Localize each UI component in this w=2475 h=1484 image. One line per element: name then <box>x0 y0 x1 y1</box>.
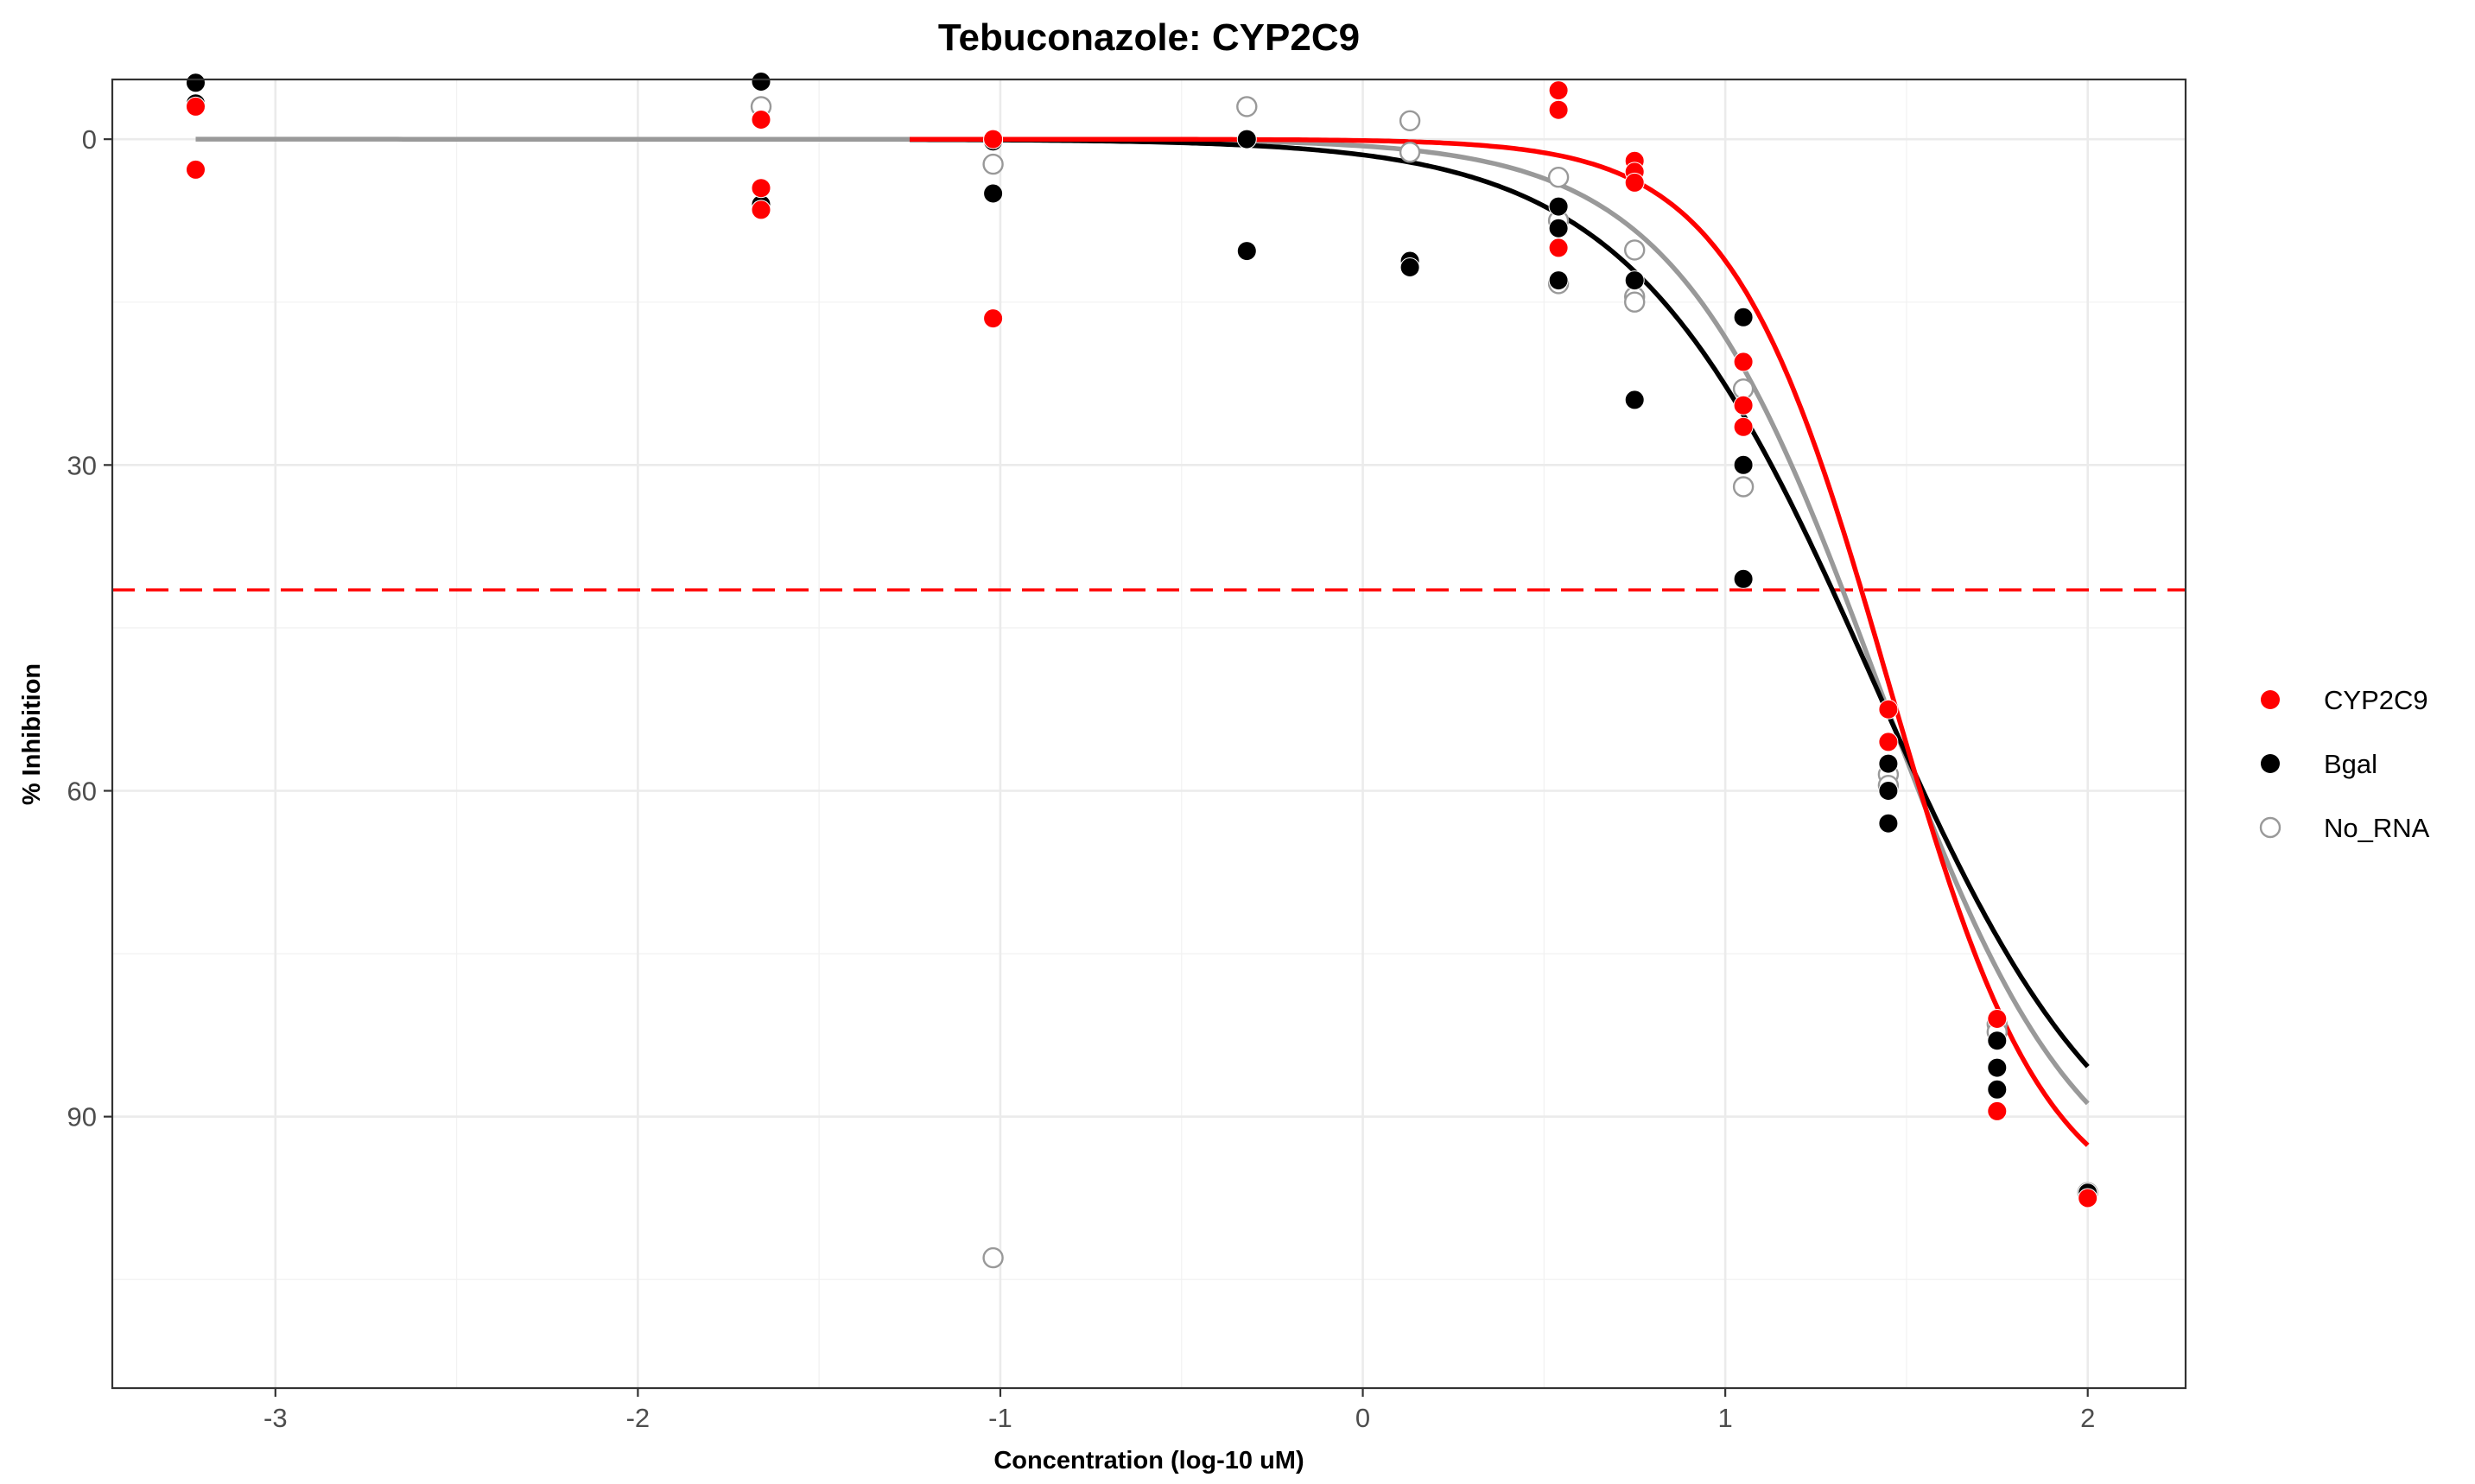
y-axis-title: % Inhibition <box>18 663 46 805</box>
bgal-point <box>1987 1057 2008 1078</box>
legend-item-no_rna: No_RNA <box>2259 813 2430 843</box>
bgal-point <box>983 183 1004 204</box>
legend-item-cyp2c9: CYP2C9 <box>2261 685 2428 715</box>
cyp2c9-point <box>1987 1009 2008 1029</box>
cyp2c9-point <box>2078 1188 2098 1208</box>
cyp2c9-point <box>1878 699 1899 720</box>
legend-key <box>2261 754 2280 773</box>
bgal-point <box>1236 241 1257 262</box>
cyp2c9-point <box>1548 80 1569 101</box>
plot-area <box>112 72 2186 1269</box>
bgal-point <box>1733 568 1754 589</box>
cyp2c9-point <box>1733 395 1754 415</box>
grid <box>112 79 2186 1388</box>
no_rna-point <box>1547 166 1570 188</box>
cyp2c9-point <box>983 308 1004 329</box>
panel-border <box>111 78 2187 1390</box>
no_rna-point <box>982 153 1004 175</box>
bgal-point <box>1624 390 1645 410</box>
y-tick-label: 60 <box>67 777 97 807</box>
legend-label: No_RNA <box>2324 813 2430 843</box>
no_rna-point <box>1623 291 1646 313</box>
x-tick-label: 1 <box>1718 1403 1733 1433</box>
cyp2c9-point <box>983 129 1004 149</box>
x-tick-label: 0 <box>1355 1403 1370 1433</box>
no_rna-point <box>982 1246 1004 1269</box>
x-tick-label: -3 <box>263 1403 288 1433</box>
bgal-point <box>1878 753 1899 774</box>
bgal-point <box>186 73 206 93</box>
bgal-point <box>1236 129 1257 149</box>
chart-title: Tebuconazole: CYP2C9 <box>938 16 1360 59</box>
cyp2c9-point <box>751 110 771 130</box>
y-tick-label: 0 <box>82 124 97 155</box>
fitted-curves <box>195 136 2090 1147</box>
cyp2c9-point <box>1548 238 1569 258</box>
bgal-point <box>1548 218 1569 238</box>
panel-background <box>112 79 2186 1388</box>
data-points <box>186 72 2098 1269</box>
bgal-point <box>1548 270 1569 291</box>
legend: CYP2C9 Bgal No_RNA <box>2259 685 2430 843</box>
bgal-point <box>1548 196 1569 217</box>
legend-key <box>2261 690 2280 709</box>
cyp2c9-point <box>1733 352 1754 372</box>
axes: -3 -2 -1 0 1 2 0 30 60 90 <box>67 124 2096 1433</box>
bgal-point <box>751 72 771 92</box>
no_rna-point <box>1236 96 1258 117</box>
cyp2c9-point <box>1878 732 1899 752</box>
cyp2c9-point <box>751 178 771 199</box>
bgal-point <box>1624 270 1645 291</box>
x-tick-label: -1 <box>988 1403 1012 1433</box>
y-tick-label: 90 <box>67 1102 97 1132</box>
bgal-point <box>1878 781 1899 801</box>
no_rna-point <box>1732 476 1755 498</box>
no_rna-point <box>1399 141 1421 163</box>
y-tick-label: 30 <box>67 450 97 480</box>
cyp2c9-point <box>186 96 206 117</box>
bgal-point <box>1987 1031 2008 1051</box>
bgal-point <box>1878 813 1899 834</box>
cyp2c9-point <box>1548 99 1569 120</box>
legend-label: Bgal <box>2324 749 2377 779</box>
no_rna-point <box>1623 239 1646 261</box>
x-axis-title: Concentration (log-10 uM) <box>993 1447 1304 1474</box>
cyp2c9-point <box>1987 1100 2008 1121</box>
no_rna-point <box>1399 110 1421 132</box>
legend-label: CYP2C9 <box>2324 685 2428 715</box>
cyp2c9-fit-curve <box>910 136 2090 1147</box>
bgal-point <box>1733 307 1754 327</box>
cyp2c9-point <box>1733 416 1754 437</box>
legend-item-bgal: Bgal <box>2261 749 2377 779</box>
legend-key <box>2259 816 2281 839</box>
cyp2c9-point <box>751 200 771 220</box>
bgal-point <box>1987 1079 2008 1100</box>
bgal-point <box>1399 257 1420 277</box>
bgal-point <box>1733 454 1754 475</box>
cyp2c9-point <box>1624 172 1645 193</box>
x-tick-label: -2 <box>626 1403 650 1433</box>
x-tick-label: 2 <box>2080 1403 2095 1433</box>
cyp2c9-point <box>186 159 206 180</box>
